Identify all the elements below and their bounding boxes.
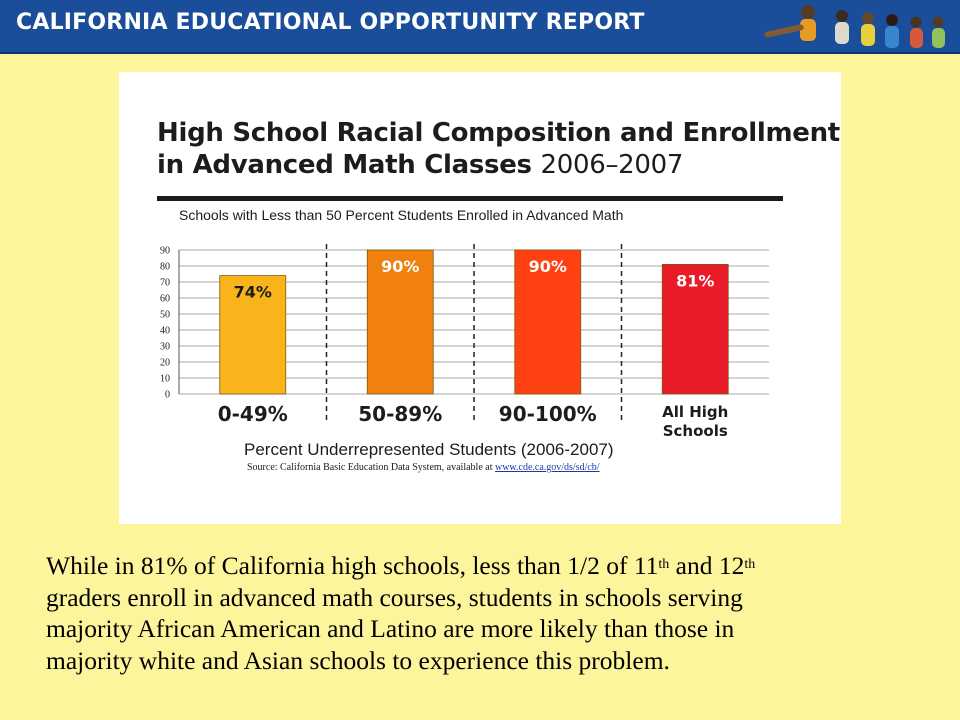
x-tick-label: 90-100% (499, 402, 597, 426)
bar (514, 249, 582, 395)
title-rule (157, 196, 783, 201)
banner-title: CALIFORNIA EDUCATIONAL OPPORTUNITY REPOR… (16, 10, 645, 35)
source-note: Source: California Basic Education Data … (247, 462, 600, 473)
superscript-th-2: th (744, 557, 756, 572)
superscript-th-1: th (658, 557, 670, 572)
x-tick-label: 50-89% (358, 402, 442, 426)
data-label: 90% (529, 257, 567, 276)
header-banner: CALIFORNIA EDUCATIONAL OPPORTUNITY REPOR… (0, 0, 960, 54)
chart-title-year: 2006–2007 (540, 150, 684, 180)
data-label: 90% (381, 257, 419, 276)
y-tick-label: 60 (160, 294, 170, 305)
data-label: 74% (234, 283, 272, 302)
source-link[interactable]: www.cde.ca.gov/ds/sd/cb/ (494, 462, 600, 473)
summary-line-2: graders enroll in advanced math courses,… (46, 582, 743, 612)
x-tick-label: All High (662, 403, 728, 421)
y-tick-label: 70 (160, 278, 170, 289)
students-photo-icon (764, 5, 945, 48)
bar (661, 263, 729, 395)
data-label: 81% (676, 271, 714, 290)
y-tick-label: 10 (160, 374, 170, 385)
chart-panel: High School Racial Composition and Enrol… (119, 72, 841, 524)
y-tick-label: 20 (160, 358, 170, 369)
y-tick-label: 30 (160, 342, 170, 353)
chart-title: High School Racial Composition and Enrol… (157, 117, 840, 181)
summary-line-1: While in 81% of California high schools,… (46, 550, 946, 582)
summary-line-3: majority African American and Latino are… (46, 614, 735, 643)
chart-subtitle: Schools with Less than 50 Percent Studen… (179, 207, 624, 223)
summary-line-1-b: and 12 (669, 551, 745, 580)
y-tick-label: 80 (160, 262, 170, 273)
y-tick-label: 0 (165, 390, 170, 401)
chart-title-line-1: High School Racial Composition and Enrol… (157, 118, 840, 148)
bar (219, 275, 287, 395)
bar-chart: 0 10 20 30 40 50 60 70 80 90 74% 0-49% 90% 50-89% 90% 9… (160, 244, 769, 440)
chart-title-line-2: in Advanced Math Classes (157, 150, 532, 180)
x-tick-label: 0-49% (218, 402, 288, 426)
bar (366, 249, 434, 395)
x-tick-label: Schools (663, 422, 728, 440)
y-tick-label: 50 (160, 310, 170, 321)
y-tick-label: 40 (160, 326, 170, 337)
summary-line-4: majority white and Asian schools to expe… (46, 645, 670, 675)
x-axis-title: Percent Underrepresented Students (2006-… (244, 440, 614, 459)
summary-paragraph: While in 81% of California high schools,… (46, 550, 946, 676)
source-text: Source: California Basic Education Data … (247, 462, 495, 473)
y-tick-label: 90 (160, 246, 170, 257)
summary-line-1-a: While in 81% of California high schools,… (46, 551, 659, 580)
